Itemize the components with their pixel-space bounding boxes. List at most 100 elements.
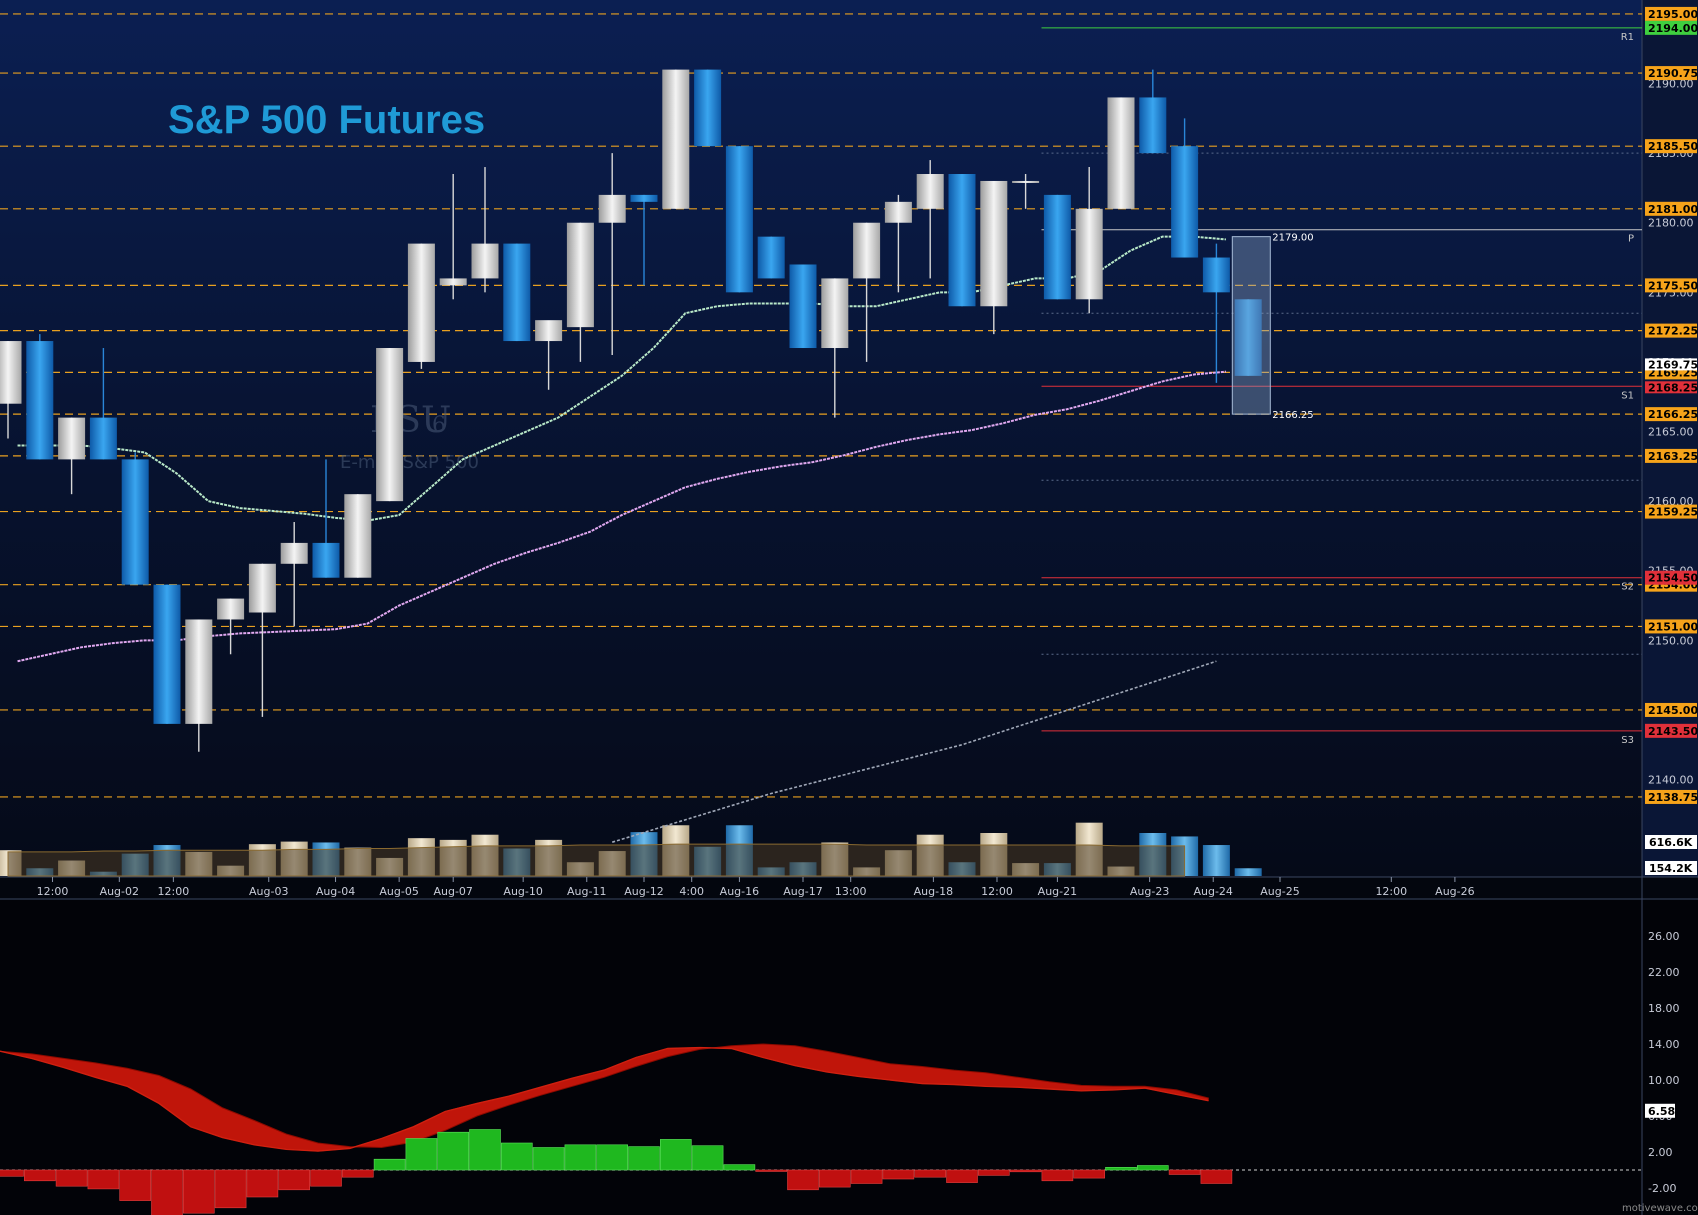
candle-body xyxy=(1043,194,1071,300)
candle-body xyxy=(1234,299,1262,376)
candle xyxy=(916,160,944,279)
pivot-name: R1 xyxy=(1621,32,1634,43)
macd-tick-label: 14.00 xyxy=(1648,1038,1680,1051)
moving-averages xyxy=(17,235,1227,843)
candle-body xyxy=(121,459,149,585)
volume-label-text: 616.6K xyxy=(1649,836,1693,849)
macd-current-text: 6.58 xyxy=(1648,1105,1675,1118)
time-label: Aug-02 xyxy=(100,885,139,898)
time-label: Aug-07 xyxy=(433,885,472,898)
macd-histogram-bar xyxy=(850,1169,883,1184)
price-tick-label: 2165.00 xyxy=(1648,426,1694,439)
pivot-label-box xyxy=(1645,723,1697,738)
candle xyxy=(0,341,22,439)
footer-credit: motivewave.com xyxy=(1622,1203,1698,1214)
candle-body xyxy=(248,563,276,613)
macd-tick-label: 2.00 xyxy=(1648,1146,1673,1159)
range-box: 2179.00 2166.25 xyxy=(1231,233,1314,421)
candle-body xyxy=(884,201,912,223)
time-label: Aug-12 xyxy=(624,885,663,898)
macd-tick-label: -2.00 xyxy=(1648,1182,1676,1195)
candle-body xyxy=(1139,97,1167,154)
candle xyxy=(439,174,467,300)
candle xyxy=(248,563,276,717)
price-tick-label: 2140.00 xyxy=(1648,774,1694,787)
candle-body xyxy=(89,417,117,460)
candle xyxy=(598,153,626,355)
candle-body xyxy=(153,584,181,724)
macd-histogram-bar xyxy=(596,1144,629,1171)
pivot-label-text: 2154.50 xyxy=(1648,572,1698,585)
macd-histogram-bar xyxy=(87,1169,120,1190)
pivot-name: P xyxy=(1628,234,1634,245)
macd-histogram-bar xyxy=(1073,1169,1105,1179)
volume-bar xyxy=(1234,868,1262,876)
macd-histogram-bar xyxy=(532,1147,565,1171)
time-label: 13:00 xyxy=(835,885,867,898)
time-label: 4:00 xyxy=(679,885,704,898)
time-label: Aug-11 xyxy=(567,885,606,898)
time-label: 12:00 xyxy=(1375,885,1407,898)
pivot-name: S3 xyxy=(1621,735,1634,746)
candle xyxy=(58,417,86,495)
macd-histogram-bar xyxy=(278,1169,311,1191)
level-label-text: 2185.50 xyxy=(1648,140,1698,153)
pivot-label-text: 2143.50 xyxy=(1648,725,1698,738)
candlesticks[interactable] xyxy=(0,69,1262,752)
macd-histogram-bar xyxy=(659,1139,692,1171)
candle-body xyxy=(217,598,245,620)
macd-line xyxy=(0,1046,1209,1152)
macd-histogram-bar xyxy=(341,1169,374,1178)
candle xyxy=(662,69,690,209)
candle xyxy=(376,348,404,502)
candle xyxy=(1171,118,1199,258)
candle xyxy=(312,459,340,578)
ma-fast-line xyxy=(17,235,1227,522)
candle xyxy=(789,264,817,349)
candle-body xyxy=(344,494,372,578)
level-label-box xyxy=(1645,139,1697,154)
candle xyxy=(725,146,753,293)
candle xyxy=(471,167,499,293)
level-label-text: 2145.00 xyxy=(1648,704,1698,717)
macd-tick-label: 10.00 xyxy=(1648,1074,1680,1087)
candle xyxy=(1234,299,1262,376)
macd-histogram-bar xyxy=(1105,1167,1137,1171)
macd-histogram-bar xyxy=(818,1169,851,1188)
level-label-text: 2166.25 xyxy=(1648,408,1698,421)
macd-axis: 26.0022.0018.0014.0010.006.002.00-2.006.… xyxy=(1645,930,1680,1195)
macd-histogram-bar xyxy=(500,1142,533,1171)
macd-current-box xyxy=(1645,1103,1675,1118)
candle xyxy=(535,320,563,390)
candle-body xyxy=(1202,257,1230,293)
macd-histogram-bar xyxy=(55,1169,88,1187)
candle-body xyxy=(1107,97,1135,209)
candle xyxy=(757,236,785,279)
candle-body xyxy=(694,69,722,147)
macd-histogram-bar xyxy=(119,1169,151,1201)
level-label-text: 2163.25 xyxy=(1648,450,1698,463)
level-label-box xyxy=(1645,323,1697,338)
time-label: Aug-03 xyxy=(249,885,288,898)
candle xyxy=(1043,194,1071,300)
volume-average-band xyxy=(7,843,1186,877)
macd-histogram-bar xyxy=(755,1169,788,1172)
macd-histogram-bar xyxy=(151,1169,183,1215)
time-label: 12:00 xyxy=(37,885,69,898)
range-high-label: 2179.00 xyxy=(1272,233,1313,244)
level-label-text: 2151.00 xyxy=(1648,620,1698,633)
candle-body xyxy=(598,194,626,223)
candle-body xyxy=(789,264,817,349)
level-label-box xyxy=(1645,278,1697,293)
candle xyxy=(153,584,181,724)
macd-histogram-bar xyxy=(1041,1169,1074,1182)
time-label: Aug-18 xyxy=(914,885,953,898)
level-label-box xyxy=(1645,789,1697,804)
candle-body xyxy=(980,180,1008,307)
ma-long-line xyxy=(611,660,1217,843)
candle xyxy=(217,598,245,655)
current-price-box xyxy=(1645,358,1697,371)
macd-histogram-bar xyxy=(183,1169,215,1214)
